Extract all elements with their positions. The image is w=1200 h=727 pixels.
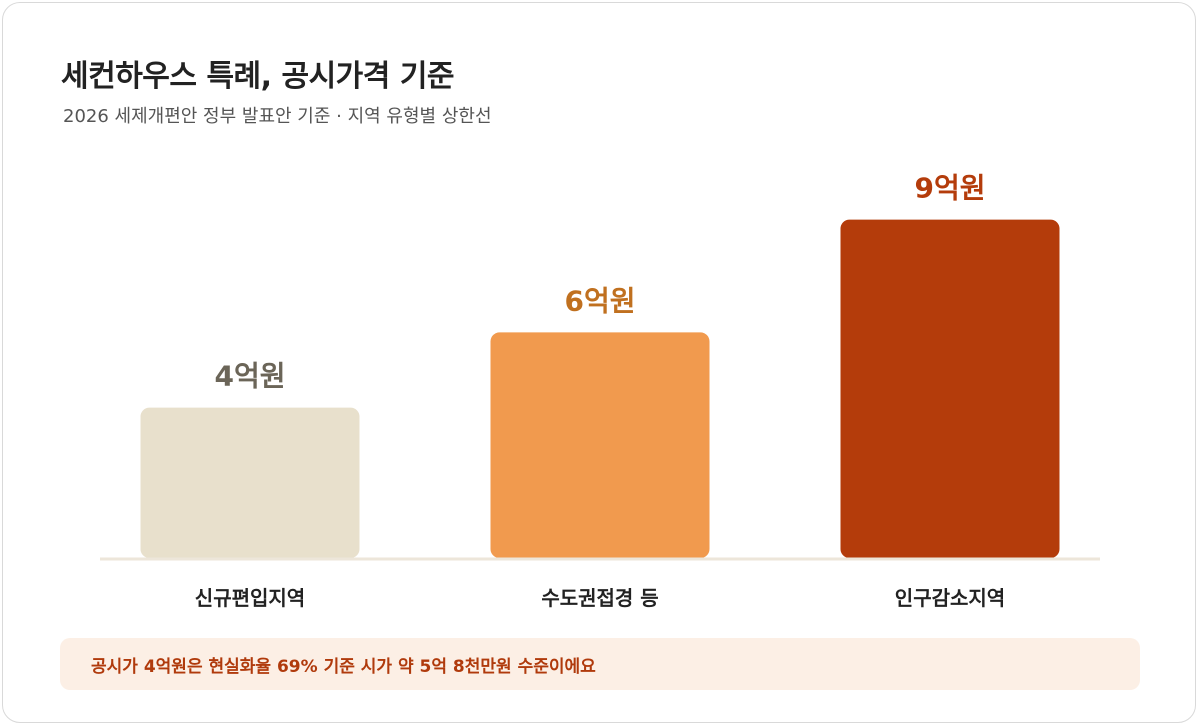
category-label: 인구감소지역 [895, 586, 1005, 610]
bar-value-label: 4억원 [214, 360, 285, 393]
chart-subtitle: 2026 세제개편안 정부 발표안 기준 · 지역 유형별 상한선 [63, 106, 492, 127]
bar-3 [840, 219, 1060, 558]
footnote-text: 공시가 4억원은 현실화율 69% 기준 시가 약 5억 8천만원 수준이에요 [91, 657, 596, 677]
footnote-callout: 공시가 4억원은 현실화율 69% 기준 시가 약 5억 8천만원 수준이에요 [60, 638, 1140, 690]
category-label: 신규편입지역 [195, 586, 305, 610]
bar-value-label: 9억원 [914, 172, 985, 205]
bar-1 [140, 407, 360, 558]
bar-2 [490, 332, 710, 558]
chart-title: 세컨하우스 특례, 공시가격 기준 [61, 59, 455, 94]
bar-value-label: 6억원 [564, 284, 635, 317]
category-label: 수도권접경 등 [541, 586, 658, 610]
